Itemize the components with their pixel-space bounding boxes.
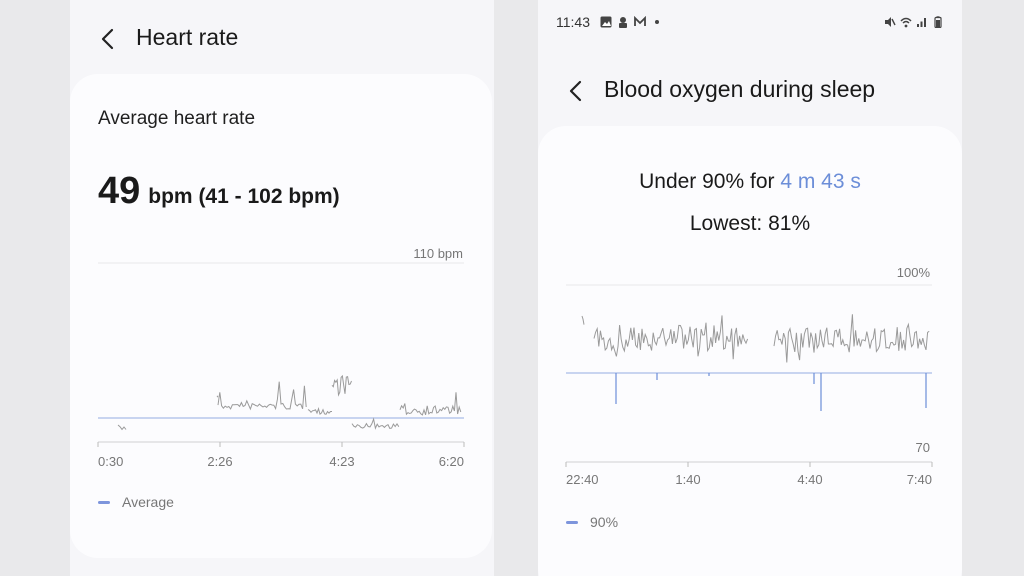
page-title: Blood oxygen during sleep (604, 76, 876, 102)
x-tick-label: 0:30 (98, 454, 123, 469)
average-value: 49 (98, 170, 141, 212)
series-line-segment (331, 374, 352, 397)
status-bar: 11:43 (556, 12, 944, 32)
y-top-label: 110 bpm (413, 246, 463, 261)
x-tick-label: 4:40 (797, 472, 822, 487)
series-line-segment (399, 392, 462, 416)
x-ticks (565, 462, 933, 467)
battery-icon (934, 16, 942, 28)
heart-rate-chart: 110 bpm 0:30 2:26 4:23 6:20 (97, 246, 465, 469)
mute-icon (885, 17, 896, 27)
y-top-label: 100% (897, 265, 931, 280)
series-line-segment (581, 315, 585, 325)
status-right (880, 16, 944, 28)
x-tick-label: 2:26 (207, 454, 232, 469)
mail-icon (634, 16, 646, 26)
x-tick-label: 1:40 (675, 472, 700, 487)
card-label: Average heart rate (98, 108, 256, 129)
heart-rate-series (117, 374, 462, 431)
x-tick-label: 6:20 (439, 454, 464, 469)
heart-rate-summary: 49 bpm (41 - 102 bpm) (98, 170, 340, 213)
series-line-segment (216, 395, 219, 398)
series-line-segment (117, 424, 127, 431)
x-tick-label: 22:40 (566, 472, 599, 487)
x-tick-label: 7:40 (907, 472, 932, 487)
series-line-segment (351, 417, 400, 430)
chart-legend: 90% (566, 514, 618, 530)
blood-oxygen-card: Under 90% for 4 m 43 s Lowest: 81% 100% … (538, 126, 962, 576)
legend-swatch (98, 500, 110, 504)
range-value: bpm (41 - 102 bpm) (148, 185, 340, 208)
back-arrow-icon[interactable] (98, 28, 118, 49)
status-time: 11:43 (556, 14, 590, 30)
average-heart-rate-card: Average heart rate 49 bpm (41 - 102 bpm)… (70, 74, 492, 558)
signal-icon (917, 18, 926, 27)
y-bottom-label: 70 (916, 440, 930, 455)
heart-rate-screen: Heart rate Average heart rate 49 bpm (41… (70, 0, 494, 576)
chart-legend: Average (98, 494, 174, 510)
blood-oxygen-screen: 11:43 Blood oxygen during sleep Under 90… (538, 0, 962, 576)
blood-oxygen-header: Blood oxygen during sleep (566, 76, 875, 103)
under-90-summary: Under 90% for 4 m 43 s (538, 170, 962, 194)
blood-oxygen-series (581, 314, 930, 411)
legend-swatch (566, 520, 578, 524)
series-line-segment (593, 315, 749, 360)
under-90-duration: 4 m 43 s (780, 170, 861, 193)
notification-icon (619, 17, 627, 28)
dot-icon (655, 20, 659, 24)
series-line-segment (307, 407, 332, 415)
under-90-prefix: Under 90% for (639, 170, 781, 193)
page-title: Heart rate (136, 24, 239, 50)
lowest-value: Lowest: 81% (689, 212, 811, 235)
back-arrow-icon[interactable] (566, 80, 586, 101)
x-tick-label: 4:23 (329, 454, 354, 469)
gallery-icon (600, 16, 612, 28)
legend-label: Average (122, 494, 174, 510)
series-line-segment (773, 314, 930, 363)
series-line-segment (217, 381, 307, 411)
blood-oxygen-chart: 100% 70 22:40 1:40 4:40 7:40 (565, 265, 933, 487)
heart-rate-header: Heart rate (98, 24, 238, 51)
wifi-icon (900, 17, 912, 28)
x-ticks (97, 442, 465, 447)
legend-label: 90% (590, 514, 619, 530)
